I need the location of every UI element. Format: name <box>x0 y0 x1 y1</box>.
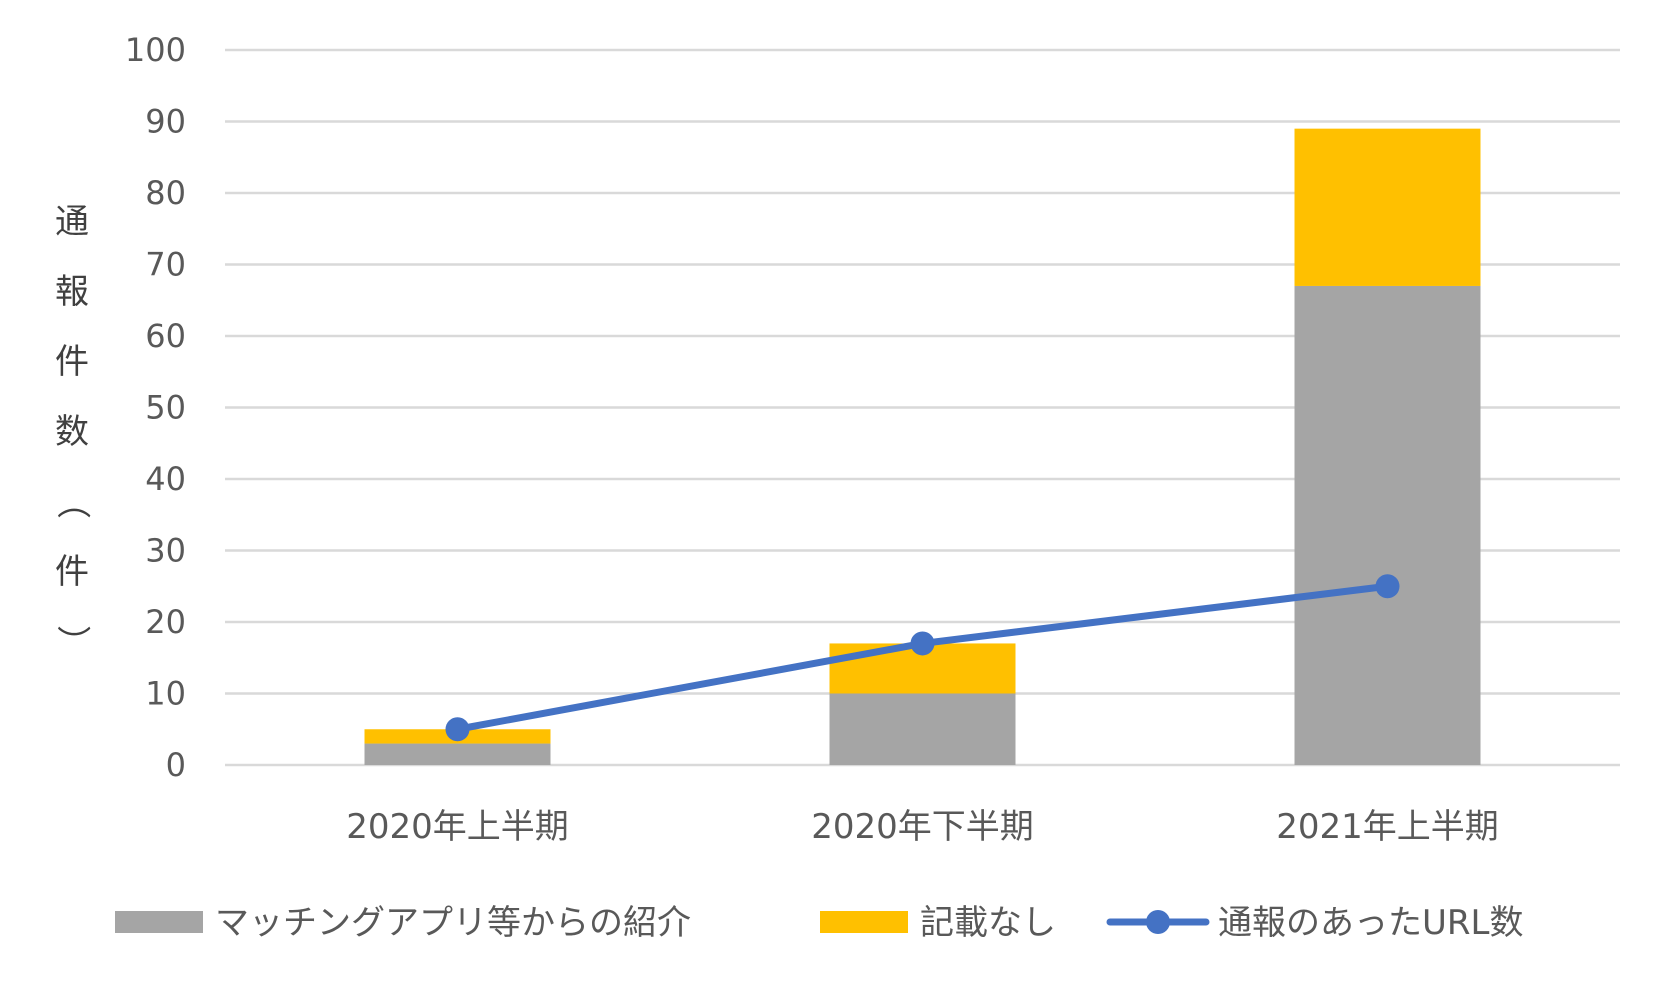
y-tick-label: 40 <box>145 460 186 498</box>
y-axis-label-char: ） <box>52 625 92 659</box>
x-axis-labels: 2020年上半期 2020年下半期 2021年上半期 <box>346 807 1499 847</box>
y-axis-label-char: 報 <box>55 272 89 312</box>
line-point-1 <box>445 717 470 742</box>
y-tick-label: 50 <box>145 389 186 427</box>
legend-label-2: 記載なし <box>920 903 1056 943</box>
x-tick-label: 2020年上半期 <box>346 807 569 847</box>
line-series <box>445 574 1400 742</box>
y-tick-label: 30 <box>145 532 186 570</box>
bar-1-3 <box>1294 285 1481 765</box>
y-axis-label-char: 数 <box>55 412 89 452</box>
y-axis-label-char: 件 <box>55 552 89 592</box>
legend-label-3: 通報のあったURL数 <box>1218 903 1523 943</box>
y-axis-label-char: 件 <box>55 342 89 382</box>
bar-1-1 <box>364 743 551 765</box>
y-tick-label: 70 <box>145 246 186 284</box>
y-tick-label: 90 <box>145 103 186 141</box>
legend-label-1: マッチングアプリ等からの紹介 <box>215 903 691 943</box>
y-tick-label: 60 <box>145 317 186 355</box>
line-point-2 <box>910 631 935 656</box>
gridlines <box>225 48 1620 767</box>
y-tick-label: 100 <box>125 31 186 69</box>
legend-marker <box>1146 910 1170 934</box>
y-axis-label-char: （ <box>52 485 92 519</box>
bar-2-3 <box>1294 128 1481 286</box>
bar-1-2 <box>829 693 1016 765</box>
x-tick-label: 2021年上半期 <box>1276 807 1499 847</box>
y-axis-label-char: 通 <box>55 202 89 242</box>
legend-swatch-1 <box>115 911 203 933</box>
y-axis-ticks: 0 10 20 30 40 50 60 70 80 90 100 <box>125 31 186 784</box>
line-point-3 <box>1375 574 1400 599</box>
y-tick-label: 10 <box>145 675 186 713</box>
y-tick-label: 20 <box>145 603 186 641</box>
x-tick-label: 2020年下半期 <box>811 807 1034 847</box>
legend-swatch-2 <box>820 911 908 933</box>
y-tick-label: 80 <box>145 174 186 212</box>
y-tick-label: 0 <box>166 746 186 784</box>
legend: マッチングアプリ等からの紹介 記載なし 通報のあったURL数 <box>115 903 1523 943</box>
bars <box>364 128 1481 765</box>
